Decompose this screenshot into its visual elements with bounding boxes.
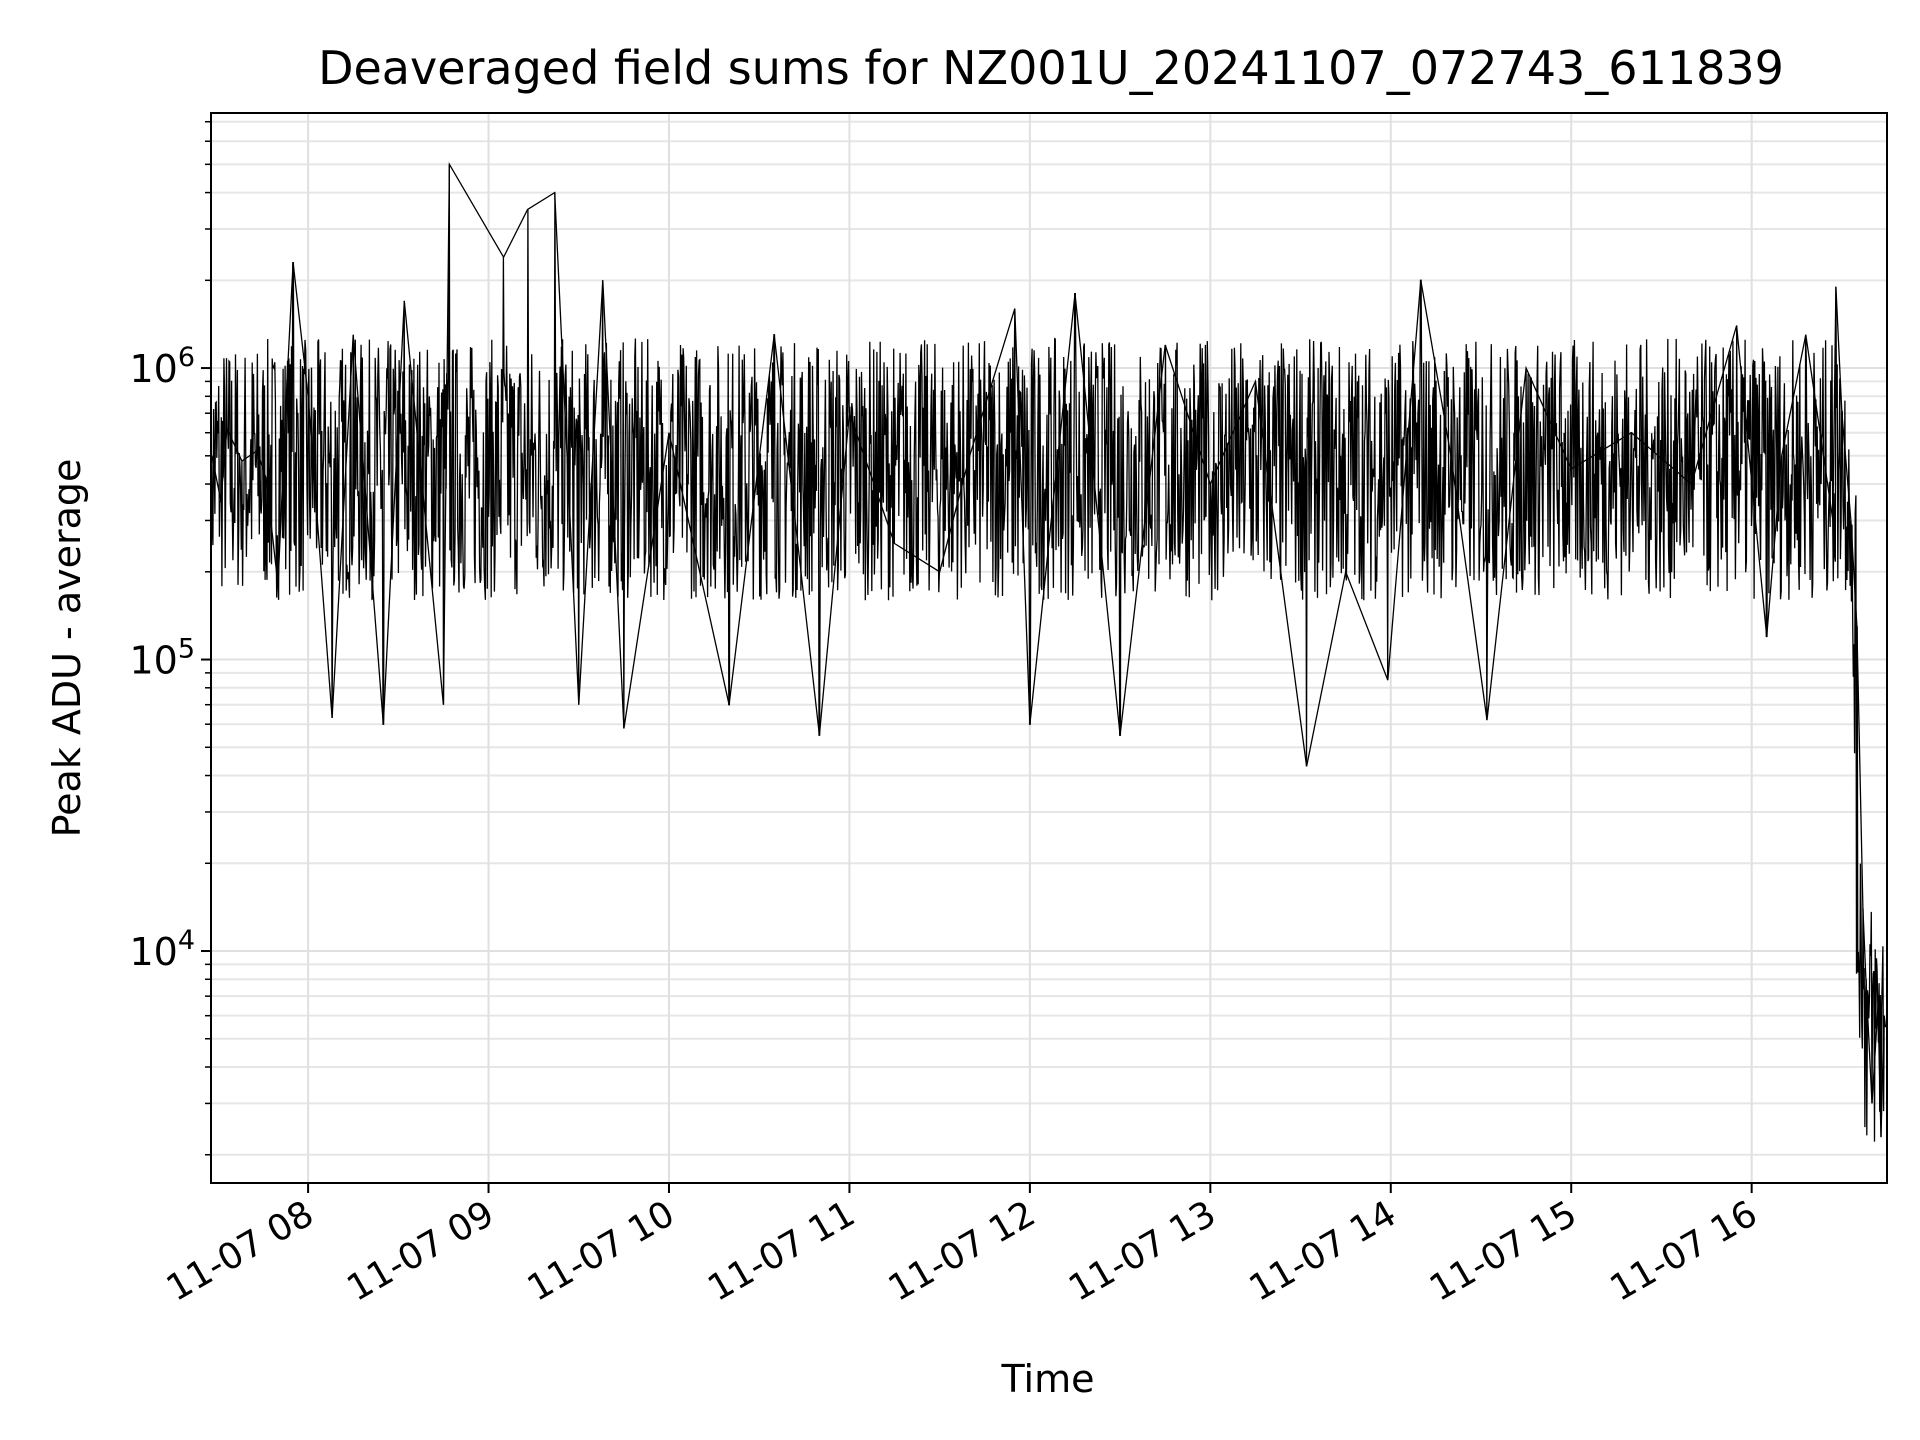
y-tick-label: 106 [129, 342, 195, 391]
y-tick-label: 105 [129, 634, 195, 683]
y-axis: 104 105 106 [129, 120, 211, 1156]
y-tick-label: 104 [129, 925, 195, 974]
series-line [210, 164, 1887, 1142]
y-axis-label: Peak ADU - average [45, 459, 89, 838]
major-grid [211, 113, 1887, 1183]
x-axis-label: Time [1001, 1357, 1095, 1401]
plot-area-frame [210, 112, 1888, 1184]
series-layer [210, 161, 1887, 1142]
chart-title: Deaveraged field sums for NZ001U_2024110… [318, 41, 1784, 95]
series-line-keypoints [211, 161, 1885, 1138]
